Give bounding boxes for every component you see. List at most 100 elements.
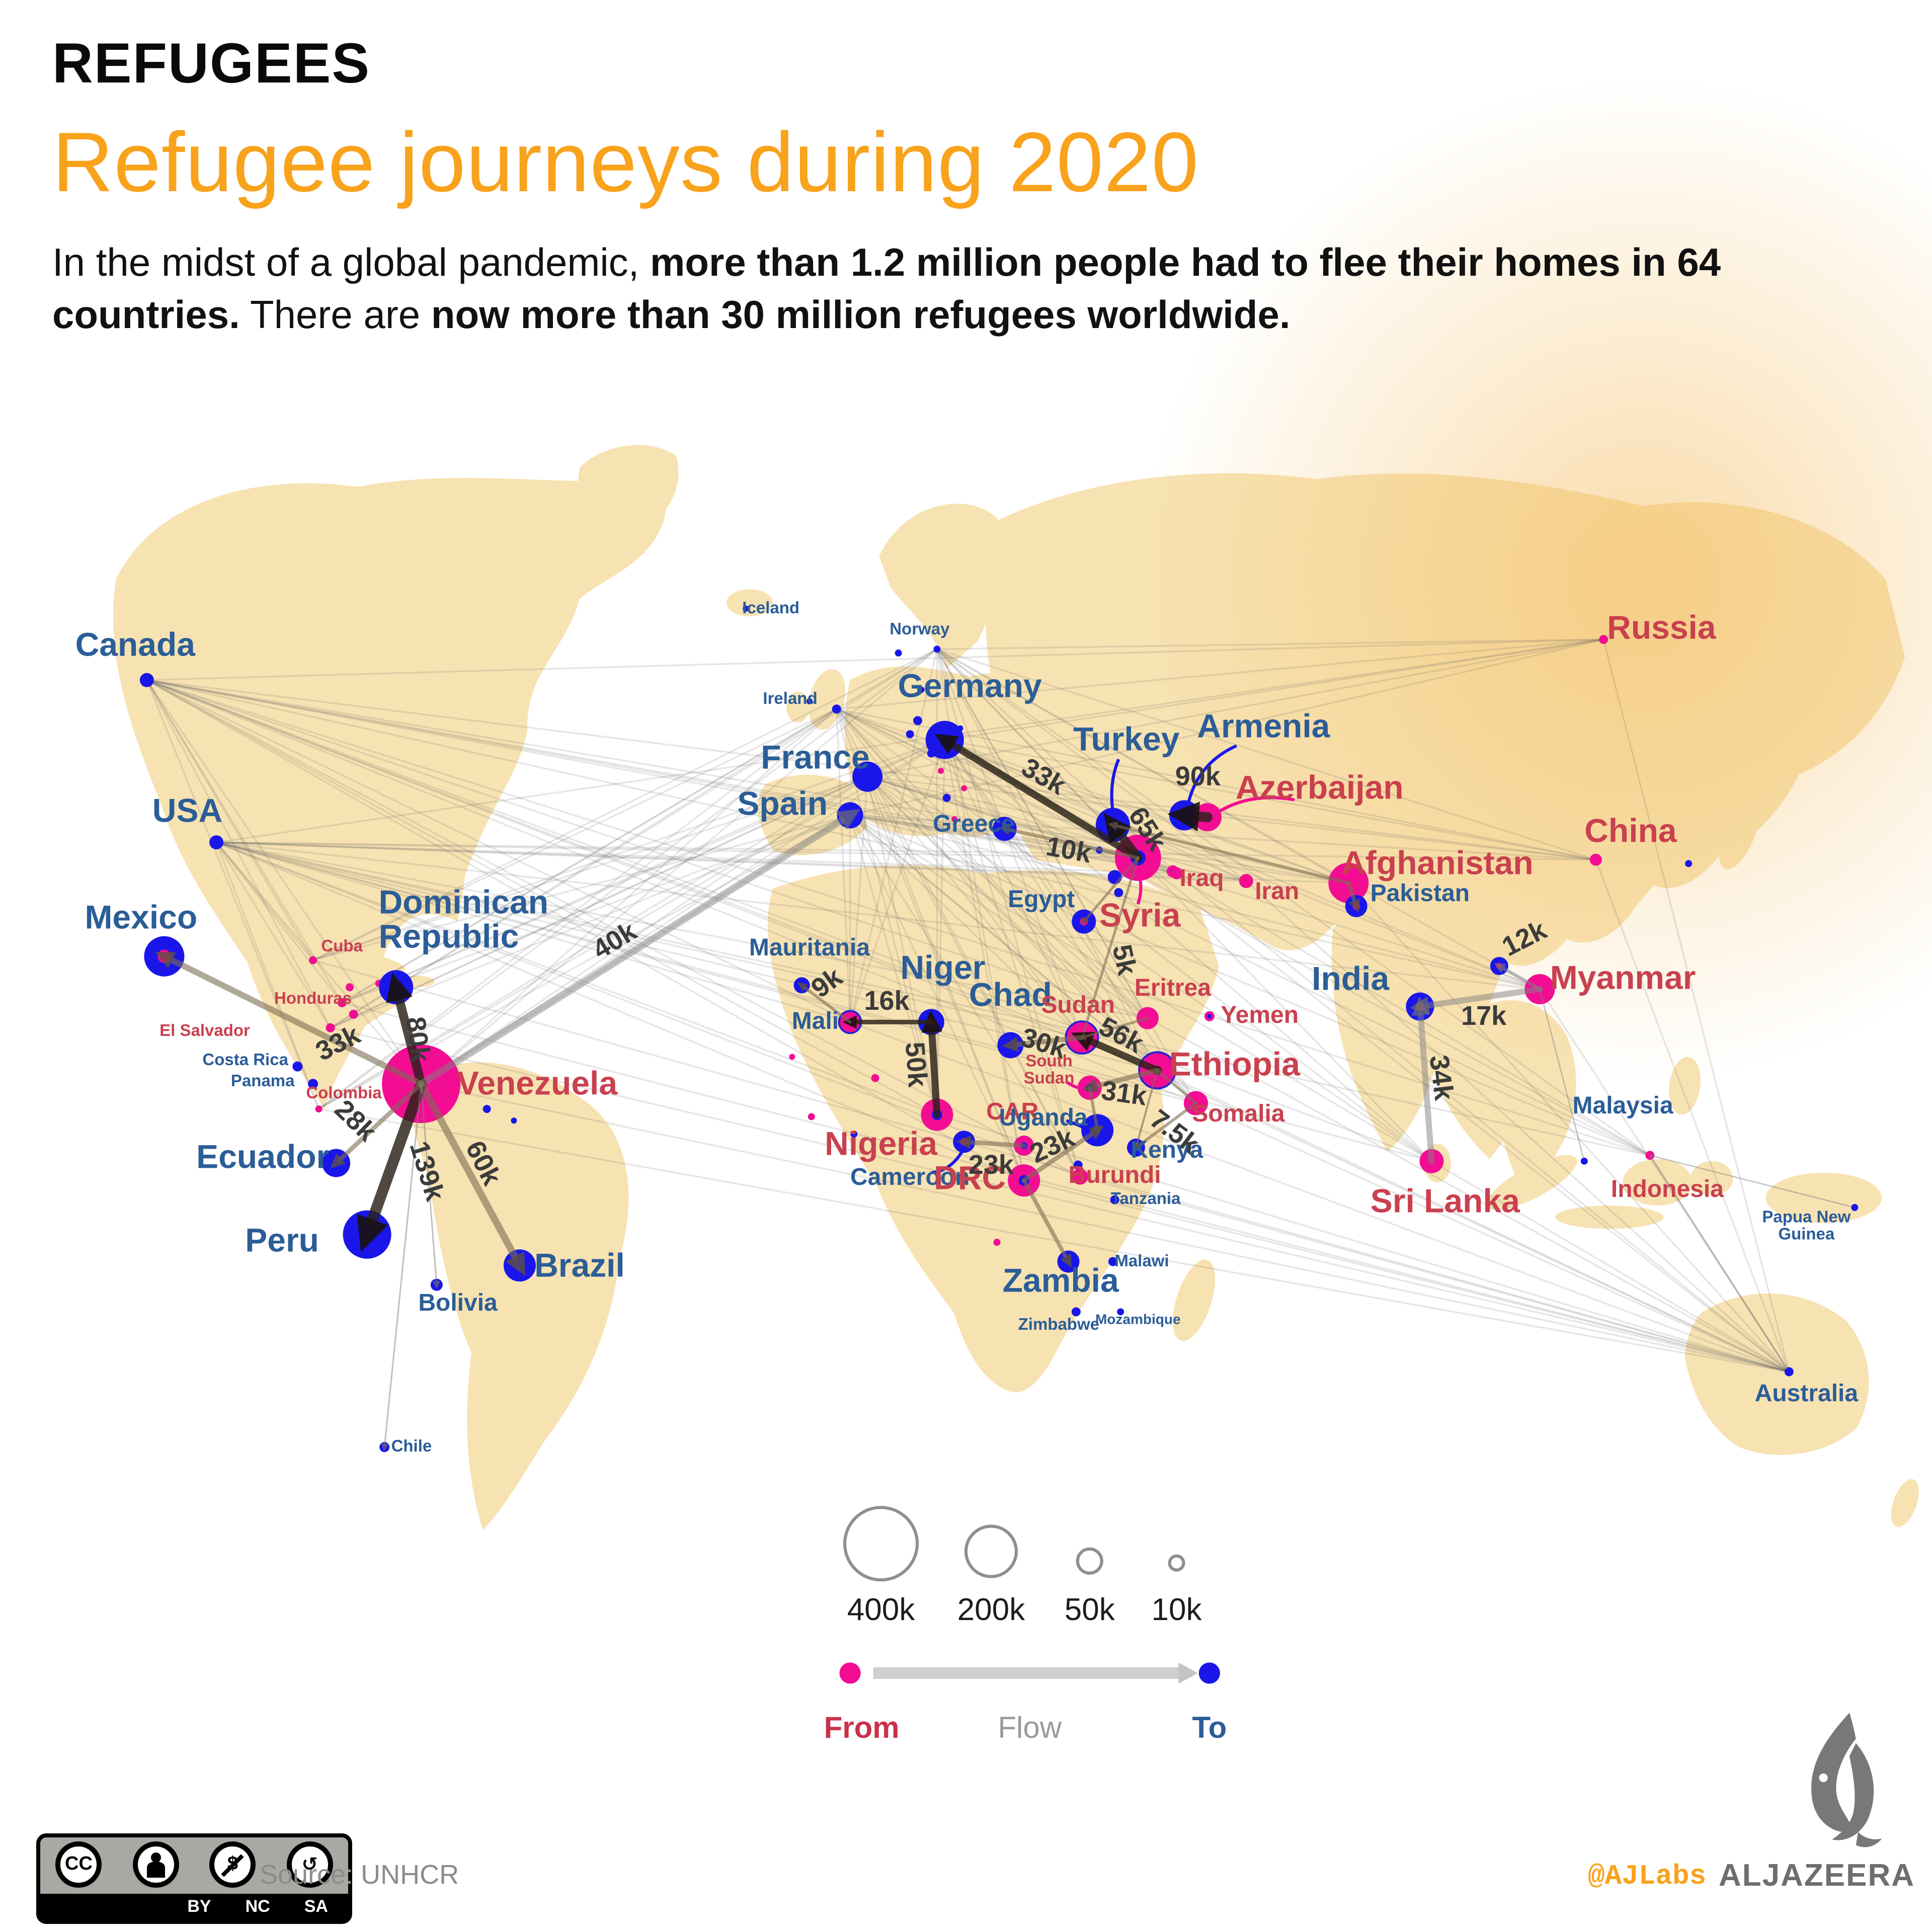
web-line [330, 776, 868, 1029]
label-syria: Syria [1099, 896, 1181, 934]
web-line [849, 814, 1651, 1156]
web-line [849, 814, 1432, 1162]
web-line [341, 708, 837, 1004]
web-line [146, 679, 1196, 1104]
web-line [944, 739, 1432, 1162]
leader-line [1110, 758, 1120, 812]
node-usa [209, 835, 224, 850]
label-papua-new-guinea: Papua New Guinea [1762, 1209, 1851, 1244]
leader-line [931, 1151, 963, 1174]
node-norway [895, 649, 902, 657]
flow-value-65k: 65k [1123, 801, 1173, 856]
flow-arrowhead [1060, 1253, 1072, 1268]
legend-from-dot [839, 1662, 861, 1684]
flow-arrowhead [1081, 916, 1089, 925]
node-suriname [511, 1117, 517, 1124]
flow-arrowhead [797, 982, 808, 992]
node-guatemala [346, 983, 354, 992]
web-line [312, 648, 938, 961]
flow-line [1346, 880, 1357, 903]
label-germany: Germany [898, 666, 1042, 704]
flow-line-33k [949, 742, 1142, 861]
label-mozambique: Mozambique [1095, 1311, 1181, 1328]
web-line [312, 739, 945, 961]
flow-arrowhead [1348, 899, 1360, 913]
web-line [936, 649, 1083, 1038]
web-line [1348, 882, 1790, 1373]
flow-line-40k [418, 817, 845, 1088]
flow-line-34k [1417, 1012, 1435, 1164]
web-line [836, 708, 1083, 1038]
web-line [849, 1021, 1790, 1373]
web-line [312, 776, 868, 961]
aljazeera-wordmark: ALJAZEERA [1719, 1858, 1915, 1893]
label-norway: Norway [890, 620, 950, 638]
flow-line-5k [1082, 856, 1140, 1035]
flow-arrowhead [1410, 996, 1430, 1014]
label-greece: Greece [932, 810, 1015, 838]
web-line [216, 841, 938, 1116]
web-line [936, 649, 1432, 1162]
web-line [936, 649, 1149, 1019]
label-afghanistan: Afghanistan [1341, 844, 1534, 882]
flow-arrowhead [1092, 1125, 1101, 1136]
flow-line-9k [803, 986, 852, 1024]
web-line [216, 841, 1196, 1104]
web-line [944, 739, 1083, 1038]
web-line [1176, 872, 1790, 1373]
label-china: China [1584, 811, 1677, 849]
web-line [866, 776, 1081, 1177]
web-line [850, 814, 1540, 990]
web-line [835, 709, 851, 1022]
web-line [146, 679, 1148, 1019]
web-line [1147, 1017, 1790, 1373]
flow-arrowhead [1154, 1067, 1163, 1076]
legend-size-circle-200k [964, 1524, 1018, 1578]
flow-arrowhead [1167, 801, 1200, 832]
label-el-salvador: El Salvador [159, 1022, 250, 1040]
node-balkan-1 [938, 768, 944, 774]
node-burundi [1072, 1168, 1088, 1185]
node-mozambique [1117, 1308, 1124, 1316]
web-line [936, 740, 946, 1115]
web-line [312, 959, 1790, 1373]
label-mauritania: Mauritania [749, 934, 870, 961]
flow-line-56k [1087, 1038, 1161, 1074]
web-line [146, 679, 332, 1028]
label-drc: DRC [934, 1159, 1006, 1197]
flow-line-23k [968, 1140, 1026, 1148]
web-line [937, 638, 1604, 650]
web-line [146, 679, 1139, 859]
ajlabs-handle: @AJLabs [1588, 1862, 1707, 1893]
legend-flow-arrow [1178, 1662, 1198, 1684]
legend-size-label-400k: 400k [847, 1592, 915, 1628]
flow-arrowhead [506, 1251, 526, 1276]
web-line [849, 776, 868, 1022]
web-line [836, 638, 1604, 710]
web-line [944, 739, 1149, 1019]
flow-line [1649, 1155, 1852, 1208]
web-line [836, 708, 1596, 861]
node-guinea [808, 1113, 815, 1120]
flow-value-139k: 139k [404, 1137, 451, 1204]
by-person-icon [132, 1841, 179, 1888]
label-bolivia: Bolivia [418, 1290, 498, 1317]
label-canada: Canada [75, 626, 195, 664]
flow-line-28k [339, 1081, 424, 1161]
label-dominican-republic: Dominican Republic [378, 883, 549, 955]
label-pakistan: Pakistan [1370, 879, 1470, 907]
web-line [867, 776, 1541, 990]
label-ireland: Ireland [763, 689, 818, 708]
node-belgium [906, 730, 914, 739]
node-guyana [482, 1105, 491, 1113]
web-line [866, 776, 1083, 1038]
intro-text: In the midst of a global pandemic, more … [52, 242, 1721, 337]
node-iceland [743, 605, 749, 612]
web-line [330, 814, 851, 1029]
label-australia: Australia [1754, 1380, 1859, 1408]
node-uk [832, 704, 841, 714]
map-glow [1140, 77, 1932, 1082]
web-line [216, 841, 1246, 882]
web-line [836, 708, 1149, 1019]
